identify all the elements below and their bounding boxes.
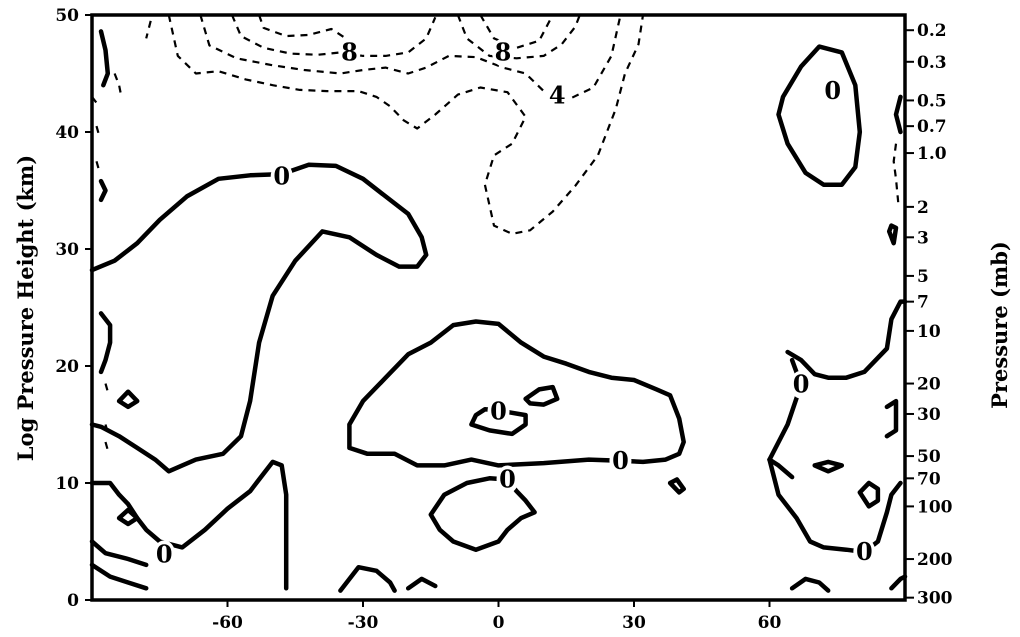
contour-label-3: 0: [499, 464, 516, 493]
dashed-contour-36: [95, 125, 100, 135]
solid-contour-15: [785, 299, 908, 380]
dashed-contour-37: [95, 160, 100, 170]
dashed-contour-39: [104, 424, 109, 433]
solid-contour-10: [116, 507, 140, 527]
solid-contour-18: [889, 574, 908, 591]
x-tick-label: 0: [493, 613, 505, 633]
y-right-tick-label: 70: [917, 469, 941, 489]
y-right-tick-label: 10: [917, 322, 941, 342]
contour-label-layer: 0 0 0 0 0 0 0 0 8 8 4: [153, 37, 876, 569]
solid-contour-9: [116, 389, 140, 410]
contour-label-5: 0: [793, 370, 810, 399]
contour-label-bg: [153, 540, 176, 569]
solid-contour-24: [886, 223, 899, 246]
contour-label-bg: [487, 397, 510, 426]
solid-contour-0: [89, 162, 429, 474]
y-left-tick-label: 20: [55, 357, 79, 377]
solid-contour-6: [89, 539, 149, 568]
x-tick-label: 30: [622, 613, 646, 633]
contour-label-bg: [496, 465, 519, 494]
dashed-contour-34: [113, 73, 123, 98]
contour-label-bg: [270, 162, 293, 191]
dashed-contour-30: [456, 14, 581, 60]
contour-label-bg: [821, 77, 844, 106]
x-tick-label: -30: [348, 613, 379, 633]
dashed-contour-33: [145, 20, 152, 39]
dashed-contour-40: [104, 441, 109, 451]
x-tick-label: -60: [212, 613, 243, 633]
y-right-tick-label: 0.5: [917, 91, 947, 111]
y-right-tick-label: 50: [917, 447, 941, 467]
y-left-tick-label: 40: [55, 123, 79, 143]
contour-label-bg: [338, 38, 361, 67]
dashed-contour-41: [892, 143, 900, 203]
y-right-tick-label: 30: [917, 405, 941, 425]
contour-label-2: 0: [612, 446, 629, 475]
solid-contour-21: [857, 480, 881, 509]
contour-label-4: 0: [156, 539, 173, 568]
y-axis-label-right: Pressure (mb): [987, 241, 1012, 409]
solid-contour-7: [89, 562, 149, 591]
y-left-tick-label: 30: [55, 240, 79, 260]
y-right-tick-label: 100: [917, 497, 953, 517]
solid-contour-22: [884, 398, 899, 439]
y-right-tick-label: 7: [917, 293, 929, 313]
solid-contour-25: [893, 94, 903, 135]
contour-label-7: 0: [824, 76, 841, 105]
y-right-tick-label: 2: [917, 198, 929, 218]
contour-label-bg: [790, 370, 813, 399]
y-right-tick-label: 0.3: [917, 53, 947, 73]
y-right-tick-label: 300: [917, 589, 953, 609]
contour-label-bg: [546, 81, 569, 110]
solid-contour-4: [523, 384, 560, 407]
dashed-contour-31: [479, 14, 554, 49]
y-right-tick-label: 5: [917, 267, 929, 287]
x-tick-label: 60: [758, 613, 782, 633]
contour-label-9: 8: [495, 37, 512, 66]
contour-label-8: 8: [341, 37, 358, 66]
solid-contour-11: [98, 178, 108, 203]
solid-contour-14: [338, 564, 397, 593]
dashed-contour-38: [104, 383, 109, 393]
contour-label-1: 0: [490, 397, 507, 426]
contour-label-10: 4: [549, 81, 566, 110]
solid-contour-5: [428, 476, 537, 552]
contour-label-bg: [853, 538, 876, 567]
y-right-tick-label: 20: [917, 375, 941, 395]
dashed-contour-27: [167, 14, 645, 235]
dashed-contour-32: [258, 14, 350, 42]
dashed-contour-29: [230, 14, 437, 57]
y-right-tick-label: 0.2: [917, 21, 947, 41]
y-right-tick-label: 3: [917, 228, 929, 248]
y-axis-label-left: Log Pressure Height (km): [13, 155, 38, 461]
y-right-tick-label: 0.7: [917, 117, 947, 137]
contour-label-6: 0: [856, 537, 873, 566]
solid-contour-19: [789, 576, 831, 593]
y-left-tick-label: 10: [55, 474, 79, 494]
solid-contour-13: [405, 576, 438, 591]
y-right-tick-label: 1.0: [917, 144, 947, 164]
y-left-tick-label: 50: [55, 6, 79, 26]
y-left-tick-label: 0: [67, 591, 79, 611]
solid-contour-26: [776, 44, 863, 187]
solid-contour-23: [667, 477, 686, 495]
solid-contour-8: [98, 311, 113, 375]
contour-label-bg: [609, 446, 632, 475]
contour-layer: [89, 14, 908, 593]
axis-layer: -60 -30 0 30 60010203040500.20.30.50.71.0235…: [55, 6, 952, 633]
contour-label-0: 0: [273, 161, 290, 190]
solid-contour-1: [89, 459, 289, 591]
solid-contour-12: [98, 29, 111, 88]
solid-contour-20: [812, 459, 845, 474]
solid-contour-2: [347, 319, 686, 468]
solid-contour-17: [767, 457, 903, 555]
y-right-tick-label: 200: [917, 550, 953, 570]
contour-label-bg: [492, 38, 515, 67]
